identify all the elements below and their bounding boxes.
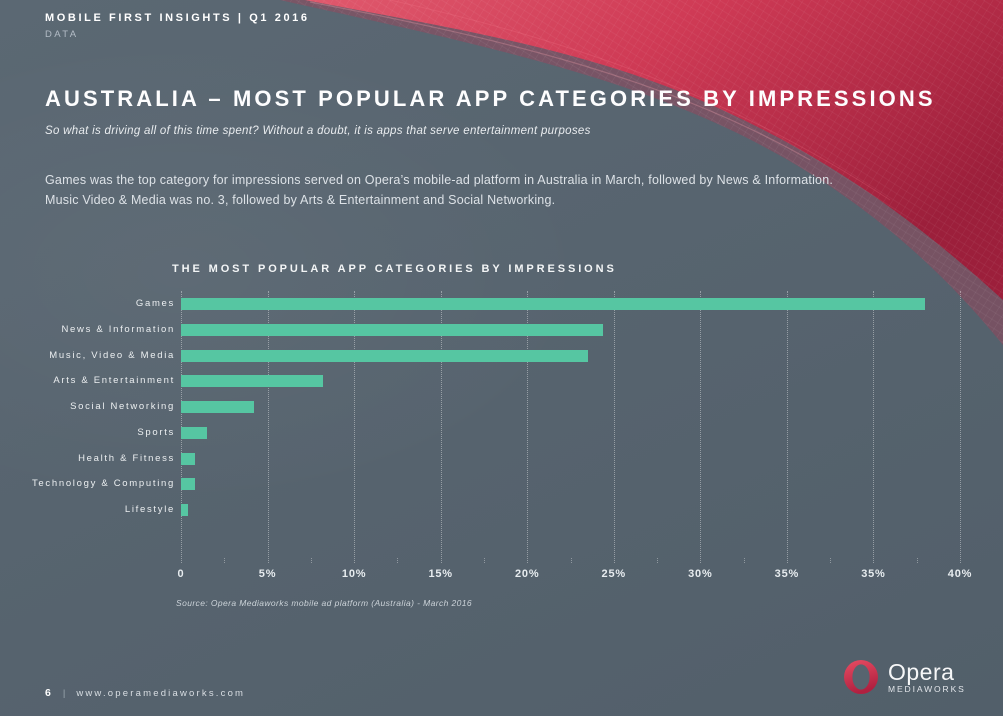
report-eyebrow-sub: DATA (45, 29, 79, 40)
category-label: Sports (137, 426, 175, 438)
minor-tick (224, 558, 226, 563)
category-label: News & Information (61, 323, 175, 335)
minor-tick (743, 558, 745, 563)
chart-plot-area (181, 291, 961, 563)
page-subtitle: So what is driving all of this time spen… (45, 125, 591, 137)
minor-tick (570, 558, 572, 563)
page-title: AUSTRALIA – MOST POPULAR APP CATEGORIES … (45, 86, 936, 111)
x-tick-label: 10% (341, 568, 367, 580)
gridline (440, 291, 442, 563)
chart-category-labels: Games News & Information Music, Video & Me… (0, 291, 175, 524)
gridline (354, 291, 356, 563)
bar-lifestyle (181, 504, 188, 516)
bar-health-fitness (181, 452, 195, 465)
bar-music-video-media (181, 349, 588, 362)
minor-tick (657, 558, 659, 563)
body-paragraph: Games was the top category for impressio… (45, 173, 834, 207)
logo-subtitle: MEDIAWORKS (888, 683, 966, 694)
category-label: Arts & Entertainment (53, 375, 175, 387)
footer-divider: | (62, 687, 66, 699)
opera-o-icon (844, 660, 878, 694)
category-label: Technology & Computing (31, 478, 175, 490)
x-tick-label: 25% (601, 568, 626, 580)
category-label: Games (135, 298, 175, 309)
category-label: Music, Video & Media (49, 349, 175, 361)
bar-arts-entertainment (181, 375, 323, 388)
report-eyebrow: MOBILE FIRST INSIGHTS | Q1 2016 (45, 12, 310, 24)
bar-social-networking (181, 401, 254, 413)
gridline (267, 291, 269, 563)
category-label: Lifestyle (124, 504, 175, 515)
x-tick-label: 35% (774, 568, 800, 580)
category-label: Social Networking (70, 401, 175, 412)
opera-mediaworks-logo: Opera MEDIAWORKS (843, 659, 966, 695)
chart-source-note: Source: Opera Mediaworks mobile ad platf… (176, 598, 473, 608)
gridline (700, 291, 702, 563)
footer-url[interactable]: www.operamediaworks.com (76, 687, 246, 699)
bar-sports (181, 426, 207, 439)
logo-name: Opera (888, 658, 955, 685)
x-tick-label: 0 (177, 568, 185, 580)
minor-tick (830, 558, 832, 563)
minor-tick (397, 558, 399, 563)
x-tick-label: 5% (258, 568, 277, 580)
bar-games (181, 298, 926, 310)
gridline (613, 291, 615, 563)
minor-tick (310, 558, 312, 563)
x-tick-label: 15% (428, 568, 453, 580)
x-tick-label: 40% (947, 568, 973, 580)
page-number: 6 (45, 687, 52, 699)
minor-tick (483, 558, 485, 563)
footer: 6 | www.operamediaworks.com (45, 687, 245, 699)
bar-technology-computing (181, 478, 195, 491)
category-label: Health & Fitness (78, 452, 175, 464)
gridline (960, 291, 961, 563)
x-tick-label: 30% (688, 568, 713, 580)
chart-x-axis: 0 5% 10% 15% 20% 25% 30% 35% 35% 40% (177, 568, 972, 584)
gridline (786, 291, 788, 563)
bar-news-information (181, 323, 604, 336)
gridline (873, 291, 875, 563)
minor-tick (916, 558, 918, 563)
x-tick-label: 20% (515, 568, 540, 580)
x-tick-label: 35% (861, 568, 886, 580)
gridline (527, 291, 529, 563)
chart-title: THE MOST POPULAR APP CATEGORIES BY IMPRE… (172, 263, 617, 275)
